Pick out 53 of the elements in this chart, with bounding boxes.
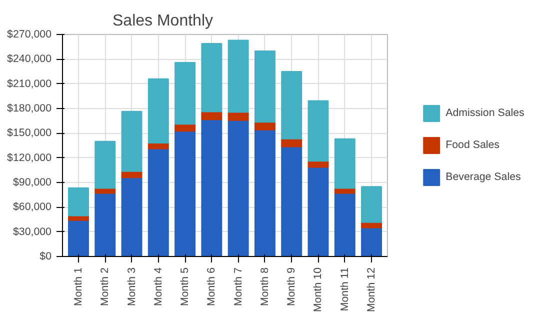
bar: [121, 110, 142, 172]
x-tick-label: Month 3: [126, 267, 138, 306]
x-tick-label: Month 7: [232, 267, 244, 306]
bar: [68, 220, 89, 256]
x-tick-label: Month 9: [286, 267, 298, 306]
bar: [361, 186, 382, 223]
bar: [281, 146, 302, 256]
x-tick-label: Month 1: [72, 267, 84, 306]
bar: [361, 227, 382, 256]
y-tick-label: $90,000: [12, 176, 52, 188]
y-tick-label: $60,000: [12, 201, 52, 214]
bar: [308, 100, 329, 162]
bar: [308, 166, 329, 256]
bar: [228, 120, 249, 256]
bar: [254, 50, 276, 123]
y-tick-label: $150,000: [7, 127, 52, 140]
chart-title: Sales Monthly: [112, 12, 213, 30]
legend-label: Food Sales: [446, 139, 500, 151]
bar: [201, 43, 222, 112]
bar: [228, 112, 249, 121]
y-tick-label: $240,000: [7, 53, 52, 66]
bar: [121, 177, 142, 256]
y-tick-label: $270,000: [7, 28, 52, 40]
x-tick-label: Month 11: [338, 267, 351, 312]
bar: [148, 78, 169, 144]
y-tick-label: $120,000: [7, 152, 52, 164]
bar: [68, 187, 89, 216]
bar: [94, 140, 116, 189]
legend-label: Beverage Sales: [446, 171, 521, 183]
x-tick-label: Month 5: [179, 267, 192, 306]
bar: [281, 71, 302, 140]
x-tick-label: Month 2: [99, 267, 112, 306]
x-tick-label: Month 4: [152, 267, 164, 306]
x-tick-label: Month 6: [206, 267, 218, 306]
x-tick-label: Month 10: [312, 267, 324, 312]
bar: [201, 119, 222, 256]
bar: [308, 160, 329, 168]
x-tick-label: Month 12: [366, 267, 378, 312]
bar: [174, 130, 196, 256]
bar: [94, 192, 116, 256]
bar: [254, 122, 276, 130]
y-tick-label: $0: [40, 250, 52, 262]
y-tick-label: $210,000: [7, 78, 52, 90]
bar: [334, 138, 356, 189]
bar: [228, 40, 249, 113]
x-tick-label: Month 8: [258, 267, 271, 306]
y-tick-label: $30,000: [12, 226, 52, 238]
bar: [174, 62, 196, 125]
bar: [148, 148, 169, 256]
bar: [254, 129, 276, 256]
y-tick-label: $180,000: [7, 102, 52, 114]
bar: [334, 192, 356, 256]
legend-label: Admission Sales: [446, 107, 524, 119]
